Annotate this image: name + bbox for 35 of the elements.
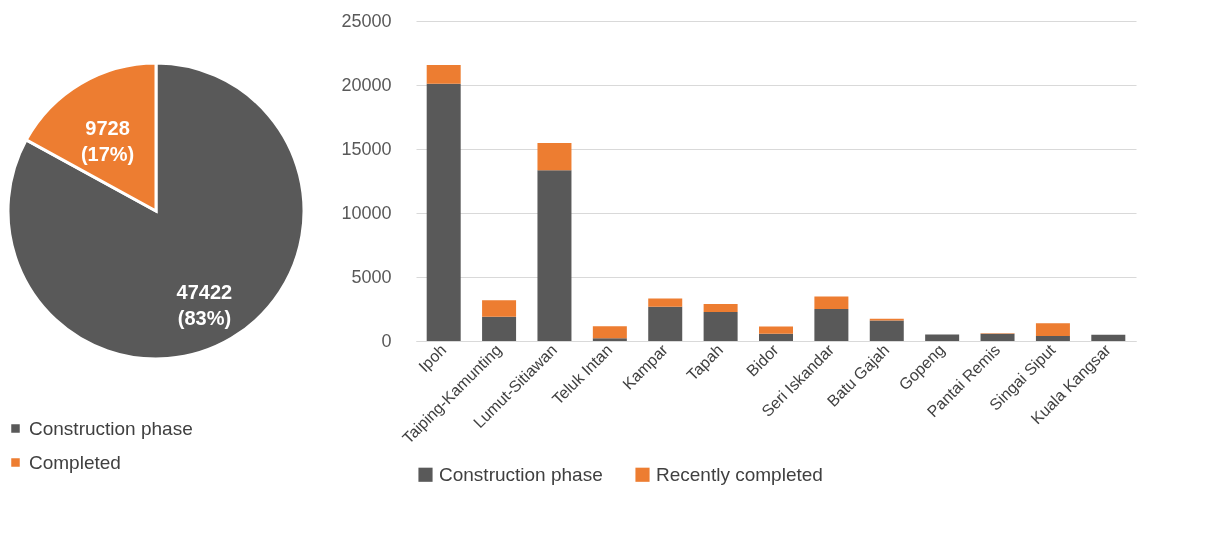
bar bbox=[482, 316, 517, 341]
bar bbox=[980, 333, 1015, 341]
bar bbox=[592, 326, 627, 339]
data-label: 9728 (17%) bbox=[80, 117, 135, 166]
y-tick-label: 0 bbox=[381, 330, 392, 351]
bar bbox=[1035, 323, 1070, 336]
bar bbox=[482, 300, 517, 317]
y-tick-label: 10000 bbox=[341, 202, 392, 223]
bar bbox=[759, 326, 793, 334]
bar bbox=[426, 83, 461, 341]
bar bbox=[537, 143, 572, 171]
bar bbox=[814, 296, 849, 309]
bar bbox=[537, 170, 572, 341]
y-tick-label: 20000 bbox=[341, 74, 392, 95]
bar bbox=[814, 309, 849, 341]
y-tick-label: 5000 bbox=[351, 266, 392, 287]
bar bbox=[703, 304, 738, 313]
legend-label: Recently completed bbox=[656, 463, 823, 485]
bar bbox=[1035, 335, 1070, 341]
y-tick-label: 25000 bbox=[341, 10, 392, 31]
bar bbox=[1091, 334, 1126, 341]
legend-label: Construction phase bbox=[29, 417, 193, 439]
bar bbox=[592, 338, 627, 341]
bar bbox=[925, 334, 960, 341]
bar bbox=[759, 333, 793, 341]
bar bbox=[869, 320, 904, 341]
bar bbox=[426, 65, 461, 84]
legend-label: Construction phase bbox=[439, 463, 603, 485]
pie-slice bbox=[6, 61, 306, 361]
y-tick-label: 15000 bbox=[341, 138, 392, 159]
data-label: 47422 (83%) bbox=[176, 280, 233, 329]
bar bbox=[703, 312, 738, 341]
bar bbox=[648, 306, 683, 341]
bar bbox=[648, 298, 683, 307]
legend-label: Completed bbox=[29, 451, 121, 473]
